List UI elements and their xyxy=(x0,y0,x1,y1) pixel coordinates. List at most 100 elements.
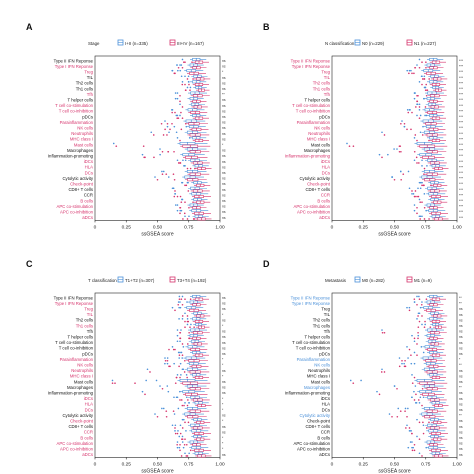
category-label: Macrophages xyxy=(304,385,330,390)
significance-label: * xyxy=(222,442,224,446)
outlier-point xyxy=(418,162,420,164)
x-tick-label: 0.25 xyxy=(122,224,132,230)
x-axis-title: ssGSEA score xyxy=(141,231,173,237)
outlier-point xyxy=(383,134,386,136)
outlier-point xyxy=(418,215,421,218)
outlier-point xyxy=(184,438,186,440)
significance-label: ns xyxy=(459,442,463,446)
outlier-point xyxy=(185,455,188,457)
outlier-point xyxy=(173,362,175,365)
significance-label: *** xyxy=(459,104,464,108)
outlier-point xyxy=(179,306,182,309)
category-label: CCR xyxy=(321,193,330,198)
outlier-point xyxy=(176,204,179,206)
outlier-point xyxy=(182,346,185,348)
legend-label-1: N0 (n=229) xyxy=(362,41,385,46)
significance-label: ns xyxy=(222,87,226,91)
category-label: HLA xyxy=(85,165,93,170)
category-label: T cell co-stimulation xyxy=(292,103,330,108)
outlier-point xyxy=(422,125,424,128)
category-label: Check-point xyxy=(307,182,331,187)
significance-label: ns xyxy=(222,76,226,80)
outlier-point xyxy=(413,204,416,206)
outlier-point xyxy=(423,86,426,89)
outlier-point xyxy=(406,128,408,131)
outlier-point xyxy=(188,83,190,86)
outlier-point xyxy=(413,376,416,379)
significance-label: ns xyxy=(222,171,226,175)
outlier-point xyxy=(404,410,406,412)
category-label: Th1 cells xyxy=(313,323,330,328)
outlier-point xyxy=(164,120,166,122)
outlier-point xyxy=(416,94,418,97)
outlier-point xyxy=(360,379,362,382)
outlier-point xyxy=(407,170,410,173)
outlier-point xyxy=(381,131,383,134)
outlier-point xyxy=(411,449,414,452)
significance-label: ns xyxy=(459,335,463,339)
category-label: Th2 cells xyxy=(313,318,330,323)
outlier-point xyxy=(161,407,163,410)
outlier-point xyxy=(401,359,403,362)
outlier-point xyxy=(418,295,420,298)
outlier-point xyxy=(164,362,166,365)
outlier-point xyxy=(381,156,383,159)
significance-label: ns xyxy=(222,453,226,457)
outlier-point xyxy=(425,66,427,69)
outlier-point xyxy=(186,315,189,317)
significance-label: *** xyxy=(459,193,464,197)
outlier-point xyxy=(166,362,169,365)
outlier-point xyxy=(418,81,421,83)
category-label: Mast cells xyxy=(311,379,330,384)
outlier-point xyxy=(409,441,412,443)
significance-label: ** xyxy=(459,414,462,418)
outlier-point xyxy=(181,354,184,356)
outlier-point xyxy=(179,195,182,198)
outlier-point xyxy=(184,122,187,125)
significance-label: ns xyxy=(222,132,226,136)
category-label: Treg xyxy=(84,307,93,312)
outlier-point xyxy=(176,117,179,119)
outlier-point xyxy=(418,66,421,69)
outlier-point xyxy=(421,83,423,86)
category-label: TIL xyxy=(87,75,94,80)
category-label: Check-point xyxy=(307,419,331,424)
outlier-point xyxy=(424,89,427,91)
significance-label: ns xyxy=(459,391,463,395)
outlier-point xyxy=(164,357,166,359)
significance-label: ns xyxy=(222,137,226,141)
category-label: T cell co-stimulation xyxy=(55,340,93,345)
outlier-point xyxy=(185,184,188,187)
outlier-point xyxy=(408,187,411,190)
category-label: DCs xyxy=(322,407,330,412)
outlier-point xyxy=(181,357,184,359)
outlier-point xyxy=(179,432,182,435)
outlier-point xyxy=(423,173,425,175)
outlier-point xyxy=(178,295,181,298)
outlier-point xyxy=(114,382,116,384)
significance-label: ns xyxy=(459,430,463,434)
x-axis-title: ssGSEA score xyxy=(378,231,410,237)
significance-label: ns xyxy=(222,391,226,395)
outlier-point xyxy=(412,446,414,449)
significance-label: ns xyxy=(222,98,226,102)
outlier-point xyxy=(346,142,348,145)
significance-label: *** xyxy=(459,154,464,158)
panel-letter: A xyxy=(26,22,33,32)
outlier-point xyxy=(184,201,186,203)
outlier-point xyxy=(411,111,413,114)
significance-label: *** xyxy=(459,210,464,214)
outlier-point xyxy=(421,61,423,63)
outlier-point xyxy=(411,441,413,443)
outlier-point xyxy=(173,150,175,153)
category-label: T helper cells xyxy=(305,335,330,340)
outlier-point xyxy=(416,100,418,103)
category-label: MHC class I xyxy=(70,374,93,379)
outlier-point xyxy=(396,415,399,418)
significance-label: *** xyxy=(459,177,464,181)
outlier-point xyxy=(411,382,414,384)
outlier-point xyxy=(186,343,189,345)
outlier-point xyxy=(419,187,422,190)
outlier-point xyxy=(416,343,418,345)
significance-label: *** xyxy=(459,165,464,169)
